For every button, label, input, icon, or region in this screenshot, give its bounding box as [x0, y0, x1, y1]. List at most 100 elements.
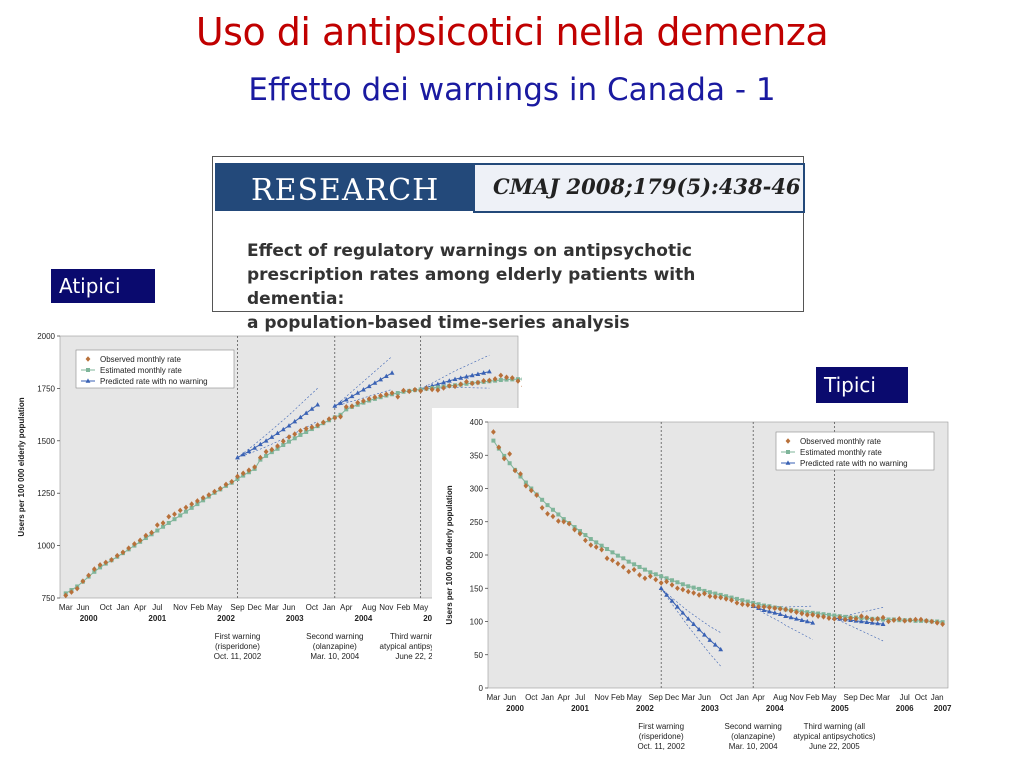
observed-point	[166, 513, 172, 520]
predicted-point	[338, 400, 343, 405]
predicted-point	[298, 414, 303, 420]
predicted-point	[696, 626, 702, 632]
year-label: 2000	[80, 614, 98, 623]
estimated-point	[610, 550, 615, 555]
observed-point	[298, 427, 303, 434]
predicted-point	[869, 620, 875, 625]
observed-point	[528, 487, 534, 494]
x-tick-label: Oct	[525, 693, 538, 702]
observed-point	[343, 404, 349, 410]
predicted-point	[383, 373, 389, 379]
x-tick-label: Mar	[876, 693, 890, 702]
x-tick-label: Jul	[900, 693, 910, 702]
x-tick-label: Jan	[931, 693, 944, 702]
confidence-band-lower	[420, 387, 490, 390]
observed-point	[183, 504, 189, 511]
predicted-point	[240, 451, 246, 457]
legend-marker-estimated	[86, 368, 90, 372]
estimated-point	[550, 507, 555, 512]
journal-section-label: RESEARCH	[251, 173, 440, 208]
citation-box: CMAJ 2008;179(5):438-46	[473, 163, 805, 213]
observed-point	[739, 601, 745, 608]
observed-point	[252, 464, 258, 470]
observed-point	[610, 557, 615, 564]
observed-point	[653, 576, 659, 583]
legend-label: Predicted rate with no warning	[800, 459, 908, 468]
y-tick-label: 1000	[37, 542, 55, 551]
x-tick-label: Jan	[541, 693, 554, 702]
predicted-point	[783, 613, 789, 618]
observed-point	[750, 602, 756, 609]
observed-point	[718, 594, 724, 601]
observed-point	[615, 560, 621, 567]
observed-point	[804, 612, 810, 618]
observed-point	[507, 451, 513, 457]
predicted-point	[810, 620, 816, 625]
predicted-point	[864, 619, 870, 624]
estimated-point	[491, 438, 496, 443]
predicted-point	[680, 610, 686, 615]
estimated-point	[523, 480, 528, 485]
observed-point	[940, 621, 945, 627]
observed-point	[338, 413, 343, 420]
x-tick-label: May	[821, 693, 836, 702]
observed-point	[132, 541, 137, 547]
predicted-point	[309, 406, 315, 411]
year-label: 2002	[636, 704, 654, 713]
y-tick-label: 1750	[37, 384, 55, 393]
observed-point	[620, 564, 626, 570]
observed-point	[103, 559, 109, 566]
predicted-point	[804, 618, 810, 624]
observed-point	[561, 518, 567, 525]
observed-point	[664, 578, 669, 585]
observed-point	[647, 573, 653, 580]
estimated-point	[745, 599, 750, 604]
x-tick-label: Dec	[248, 603, 262, 612]
observed-point	[486, 377, 492, 384]
predicted-point	[875, 620, 881, 626]
estimated-point	[664, 576, 669, 581]
estimated-point	[621, 556, 626, 561]
estimated-point	[615, 553, 620, 558]
observed-point	[195, 498, 200, 504]
warning-annotation: Mar. 10, 2004	[310, 652, 359, 661]
year-label: 2004	[766, 704, 784, 713]
x-tick-label: Oct	[100, 603, 113, 612]
x-tick-label: Feb	[806, 693, 820, 702]
estimated-point	[507, 461, 512, 466]
observed-point	[521, 385, 522, 388]
observed-point	[512, 467, 518, 474]
observed-point	[80, 578, 86, 585]
observed-point	[815, 613, 821, 619]
observed-point	[406, 388, 412, 395]
x-tick-label: Sep	[843, 693, 858, 702]
estimated-point	[155, 528, 160, 533]
estimated-point	[605, 547, 610, 552]
predicted-point	[794, 616, 799, 621]
observed-point	[907, 617, 913, 623]
warning-annotation: atypical antipsychotics)	[380, 642, 463, 651]
predicted-point	[767, 608, 772, 614]
confidence-band-lower	[753, 605, 813, 640]
predicted-point	[707, 637, 713, 642]
observed-point	[177, 507, 183, 514]
warning-annotation: Second warning	[306, 632, 363, 641]
year-label: 2000	[506, 704, 524, 713]
confidence-band-upper	[237, 388, 318, 458]
x-tick-label: Oct	[915, 693, 928, 702]
estimated-point	[189, 505, 194, 510]
x-tick-label: Oct	[306, 603, 319, 612]
x-tick-label: Jan	[117, 603, 130, 612]
observed-point	[217, 485, 223, 492]
x-tick-label: Mar	[59, 603, 73, 612]
estimated-point	[670, 578, 674, 583]
observed-point	[853, 616, 859, 622]
observed-point	[366, 396, 372, 402]
confidence-band-lower	[834, 617, 884, 642]
observed-point	[401, 387, 406, 394]
estimated-point	[166, 520, 171, 525]
observed-point	[593, 544, 599, 550]
legend-label: Estimated monthly rate	[100, 366, 182, 375]
estimated-point	[632, 562, 637, 567]
observed-point	[913, 616, 918, 623]
